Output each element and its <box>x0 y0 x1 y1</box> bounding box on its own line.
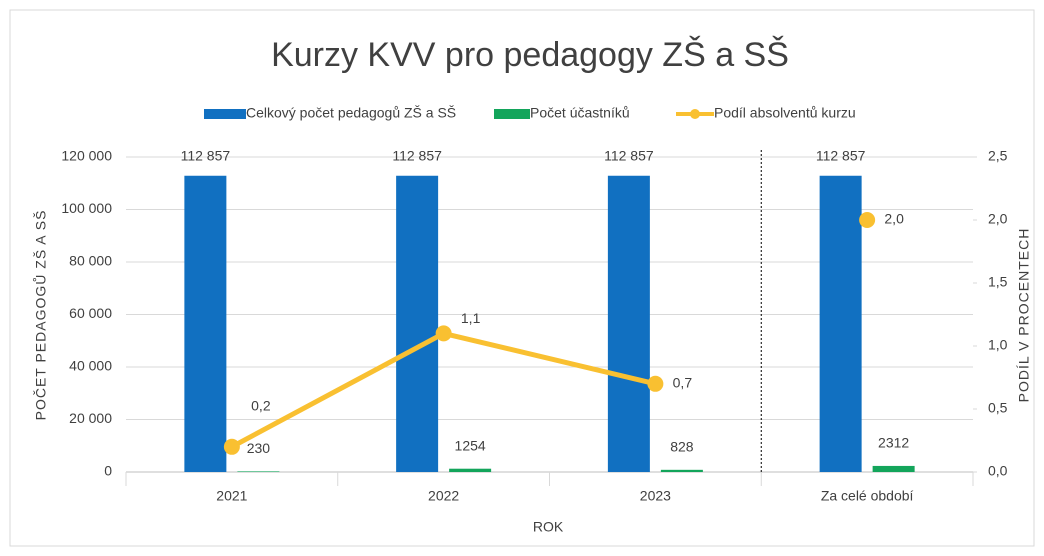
y2-tick-label: 1,0 <box>988 337 1008 353</box>
data-label: 2,0 <box>884 211 904 227</box>
line-marker <box>435 325 452 342</box>
line-marker <box>647 375 664 392</box>
line-marker <box>859 212 876 228</box>
data-label: 0,2 <box>251 398 271 414</box>
data-label: 112 857 <box>816 148 866 164</box>
data-label: 112 857 <box>181 148 231 164</box>
legend-label: Počet účastníků <box>530 105 630 121</box>
y-tick-label: 40 000 <box>69 358 112 374</box>
chart-title: Kurzy KVV pro pedagogy ZŠ a SŠ <box>271 36 789 74</box>
data-label: 230 <box>247 440 271 456</box>
y2-tick-label: 1,5 <box>988 274 1008 290</box>
y2-tick-label: 0,0 <box>988 463 1008 479</box>
y-tick-label: 20 000 <box>69 410 112 426</box>
y2-tick-label: 2,0 <box>988 211 1008 227</box>
bar <box>607 175 650 473</box>
bar <box>660 469 703 472</box>
data-label: 2312 <box>878 435 909 451</box>
bar <box>396 175 439 473</box>
legend-swatch <box>690 109 700 119</box>
y-tick-label: 0 <box>104 463 112 479</box>
legend-swatch <box>494 109 530 119</box>
x-tick-label: 2022 <box>428 488 459 504</box>
bar <box>449 468 492 472</box>
legend-swatch <box>204 109 246 119</box>
data-label: 1254 <box>455 437 486 453</box>
line-marker <box>223 438 240 455</box>
legend-label: Podíl absolventů kurzu <box>714 105 856 121</box>
y-tick-label: 120 000 <box>61 148 112 164</box>
y-tick-label: 100 000 <box>61 200 112 216</box>
data-label: 1,1 <box>461 310 481 326</box>
data-label: 828 <box>670 439 694 455</box>
y-axis-label: POČET PEDAGOGŮ ZŠ A SŠ <box>32 210 49 421</box>
chart-frame <box>9 9 1035 547</box>
bar <box>872 465 915 472</box>
x-tick-label: Za celé období <box>821 488 914 504</box>
data-label: 112 857 <box>604 148 654 164</box>
x-axis-label: ROK <box>533 519 564 535</box>
bar <box>184 175 227 473</box>
bar <box>819 175 862 473</box>
x-tick-label: 2023 <box>640 488 671 504</box>
y2-axis-label: PODÍL V PROCENTECH <box>1016 228 1032 403</box>
data-label: 0,7 <box>673 375 693 391</box>
legend-label: Celkový počet pedagogů ZŠ a SŠ <box>246 105 456 121</box>
y2-tick-label: 2,5 <box>988 148 1008 164</box>
y-tick-label: 60 000 <box>69 305 112 321</box>
y-tick-label: 80 000 <box>69 253 112 269</box>
x-tick-label: 2021 <box>216 488 247 504</box>
bar <box>237 471 280 472</box>
y2-tick-label: 0,5 <box>988 400 1008 416</box>
data-label: 112 857 <box>392 148 442 164</box>
